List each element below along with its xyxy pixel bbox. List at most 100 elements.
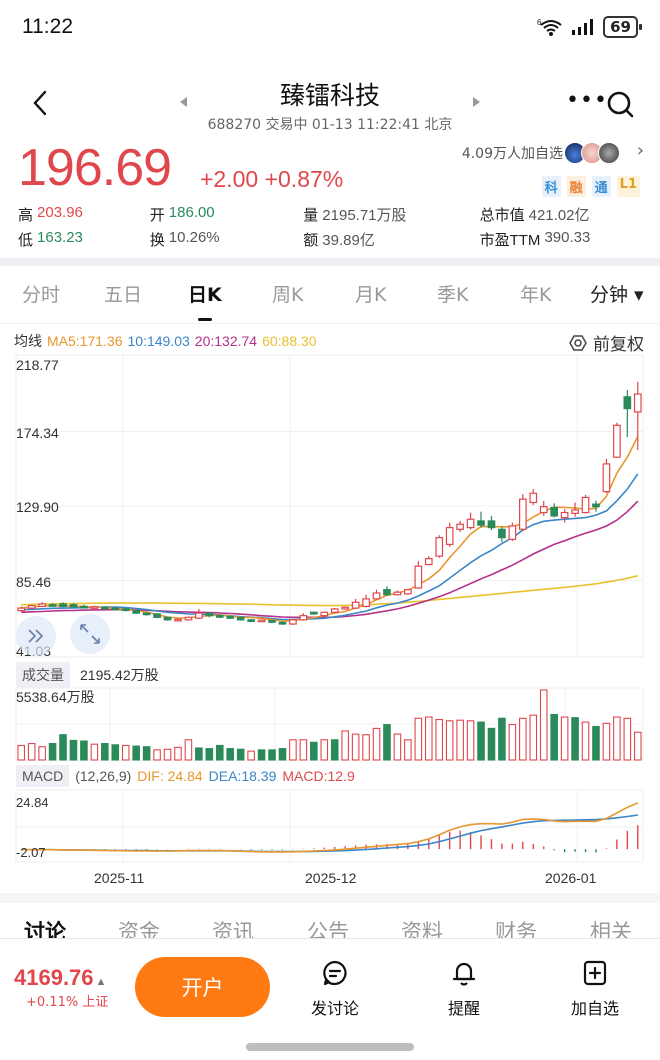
open-account-button[interactable]: 开户 — [135, 957, 270, 1017]
period-tabs: 分时 五日 日K 周K 月K 季K 年K 分钟 ▾ — [0, 266, 660, 324]
more-options-icon[interactable]: ••• — [566, 88, 608, 113]
tab-profile[interactable]: 资料 — [401, 920, 443, 938]
badge-level1: L1 — [616, 176, 640, 197]
stock-badges: 科 融 通 L1 — [541, 176, 640, 197]
nav-bar: 臻镭科技 688270 交易中 01-13 11:22:41 北京 ••• — [0, 70, 660, 136]
tab-minute-dropdown[interactable]: 分钟 ▾ — [590, 284, 644, 306]
next-stock-arrow-icon[interactable] — [473, 97, 480, 107]
adjust-mode-label: 前复权 — [593, 335, 644, 355]
price-alert-button[interactable]: 提醒 — [424, 959, 504, 1019]
macd-legend: MACD (12,26,9) DIF: 24.84 DEA:18.39 MACD… — [16, 765, 355, 787]
svg-text:2025-12: 2025-12 — [305, 870, 357, 886]
stat-open: 开 186.00 — [149, 204, 215, 224]
kline-chart[interactable]: 218.77174.34129.9085.4641.035538.64万股24.… — [0, 352, 660, 897]
tab-weekly-k[interactable]: 周K — [272, 284, 304, 306]
section-divider — [0, 258, 660, 266]
add-watchlist-label: 加自选 — [570, 999, 619, 1018]
svg-text:24.84: 24.84 — [16, 795, 49, 810]
svg-text:-2.07: -2.07 — [16, 845, 46, 860]
tab-capital-flow[interactable]: 资金 — [118, 920, 160, 938]
stock-name: 臻镭科技 — [279, 81, 380, 110]
chart-grid — [15, 354, 644, 863]
tab-daily-k[interactable]: 日K — [188, 280, 222, 321]
index-value: 4169.76 ▲ — [14, 965, 107, 990]
tab-news[interactable]: 资讯 — [212, 920, 254, 938]
chat-bubble-icon — [323, 960, 347, 986]
volume-legend: 成交量 2195.42万股 — [16, 662, 159, 688]
macd-indicator-tab[interactable]: MACD — [16, 765, 70, 787]
tab-discussion[interactable]: 讨论 — [24, 920, 66, 938]
tab-announcements[interactable]: 公告 — [307, 920, 349, 938]
quote-panel: 196.69 +2.00 +0.87% 4.09万人加自选 › 科 融 通 L1… — [0, 136, 660, 256]
fullscreen-button[interactable] — [70, 614, 110, 654]
moving-average-lines — [21, 436, 639, 622]
ma5-value: MA5:171.36 — [47, 333, 123, 349]
wifi-icon: 6 — [537, 18, 562, 36]
tab-intraday[interactable]: 分时 — [22, 284, 61, 306]
home-indicator[interactable] — [246, 1043, 414, 1051]
back-arrow-icon[interactable] — [26, 88, 56, 118]
post-discussion-button[interactable]: 发讨论 — [295, 959, 375, 1019]
tab-financials[interactable]: 财务 — [495, 920, 537, 938]
svg-text:6: 6 — [537, 18, 542, 27]
macd-dea: DEA:18.39 — [208, 768, 277, 784]
svg-text:2025-11: 2025-11 — [94, 870, 145, 886]
svg-text:129.90: 129.90 — [16, 499, 59, 515]
bottom-action-bar: 4169.76 ▲ +0.11% 上证 开户 发讨论 提醒 加自选 — [0, 938, 660, 1060]
badge-star-market: 科 — [541, 176, 561, 197]
chevron-right-icon[interactable]: › — [636, 140, 644, 161]
current-price: 196.69 — [18, 139, 172, 197]
stock-subtitle: 688270 交易中 01-13 11:22:41 北京 — [207, 117, 453, 133]
stat-volume: 量 2195.71万股 — [303, 207, 407, 224]
avatar — [598, 142, 620, 164]
info-tabs: 讨论 资金 资讯 公告 资料 财务 相关 — [0, 912, 660, 938]
stat-low: 低 163.23 — [18, 229, 83, 249]
macd-value: MACD:12.9 — [282, 768, 355, 784]
svg-text:174.34: 174.34 — [16, 425, 59, 441]
previous-stock-arrow-icon[interactable] — [180, 97, 187, 107]
svg-text:2026-01: 2026-01 — [545, 870, 597, 886]
followers-summary[interactable]: 4.09万人加自选 — [462, 142, 620, 164]
svg-text:5538.64万股: 5538.64万股 — [16, 689, 95, 705]
double-chevron-right-icon — [28, 629, 44, 643]
stat-high: 高 203.96 — [18, 204, 83, 224]
status-time: 11:22 — [22, 15, 73, 38]
tab-related[interactable]: 相关 — [590, 920, 632, 938]
add-watchlist-button[interactable]: 加自选 — [555, 959, 635, 1019]
signal-icon — [572, 19, 594, 35]
battery-indicator: 69 — [603, 16, 642, 38]
stat-pe-ttm: 市盈TTM 390.33 — [479, 229, 591, 249]
tab-yearly-k[interactable]: 年K — [520, 284, 552, 306]
index-change: +0.11% 上证 — [26, 995, 109, 1010]
followers-count: 4.09万人加自选 — [461, 146, 563, 162]
tab-quarterly-k[interactable]: 季K — [437, 284, 469, 306]
badge-margin: 融 — [566, 176, 586, 197]
search-icon[interactable] — [606, 90, 634, 118]
hexagon-settings-icon — [569, 334, 587, 351]
volume-bars — [17, 689, 642, 761]
ma10-value: 10:149.03 — [127, 333, 190, 349]
ma-label: 均线 — [14, 333, 42, 349]
status-bar: 11:22 6 69 — [0, 0, 660, 60]
adjust-mode-button[interactable]: 前复权 — [569, 330, 644, 355]
macd-chart — [21, 802, 639, 853]
scroll-to-latest-button[interactable] — [16, 616, 56, 656]
macd-dif: DIF: 24.84 — [137, 768, 203, 784]
moving-average-legend: 均线 MA5:171.36 10:149.03 20:132.74 60:88.… — [14, 330, 648, 352]
volume-indicator-tab[interactable]: 成交量 — [16, 662, 70, 688]
price-alert-label: 提醒 — [447, 999, 480, 1018]
follower-avatars — [564, 142, 620, 164]
up-triangle-icon: ▲ — [95, 976, 107, 988]
stat-market-cap: 总市值 421.02亿 — [479, 207, 590, 224]
stat-turnover: 换 10.26% — [149, 229, 220, 249]
stock-title-block: 臻镭科技 688270 交易中 01-13 11:22:41 北京 — [180, 76, 480, 134]
section-divider — [0, 893, 660, 903]
svg-text:218.77: 218.77 — [16, 357, 59, 373]
tab-monthly-k[interactable]: 月K — [355, 284, 387, 306]
macd-params: (12,26,9) — [75, 768, 132, 784]
ma60-value: 60:88.30 — [262, 333, 317, 349]
tab-five-day[interactable]: 五日 — [104, 284, 143, 306]
stat-amount: 额 39.89亿 — [303, 232, 375, 249]
post-discussion-label: 发讨论 — [310, 999, 359, 1018]
